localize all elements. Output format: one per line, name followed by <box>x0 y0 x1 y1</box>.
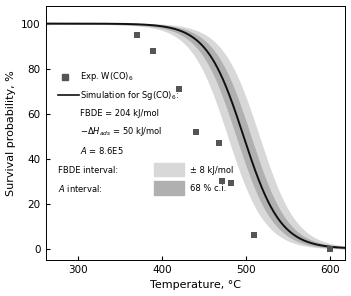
Text: Exp. W(CO)$_6$: Exp. W(CO)$_6$ <box>80 70 134 83</box>
X-axis label: Temperature, °C: Temperature, °C <box>150 280 241 290</box>
Text: $-\Delta H_{ads}$ = 50 kJ/mol: $-\Delta H_{ads}$ = 50 kJ/mol <box>80 125 163 138</box>
FancyBboxPatch shape <box>153 181 184 195</box>
Y-axis label: Survival probability, %: Survival probability, % <box>6 70 15 196</box>
Text: $A$ = 8.6E5: $A$ = 8.6E5 <box>80 144 124 156</box>
Point <box>220 179 225 184</box>
Point <box>193 129 198 134</box>
Text: $A$ interval:: $A$ interval: <box>58 183 102 194</box>
Text: 68 % c.i.: 68 % c.i. <box>190 184 226 193</box>
Point <box>327 246 333 251</box>
Point <box>228 181 234 186</box>
Point <box>176 86 181 91</box>
Text: FBDE = 204 kJ/mol: FBDE = 204 kJ/mol <box>80 109 159 118</box>
Text: Simulation for Sg(CO)$_6$:: Simulation for Sg(CO)$_6$: <box>80 89 179 102</box>
Point <box>134 33 139 37</box>
Text: FBDE interval:: FBDE interval: <box>58 166 118 175</box>
FancyBboxPatch shape <box>153 163 184 176</box>
Point <box>216 141 222 145</box>
Point <box>151 48 156 53</box>
Point <box>252 233 257 238</box>
Text: ± 8 kJ/mol: ± 8 kJ/mol <box>190 166 233 175</box>
